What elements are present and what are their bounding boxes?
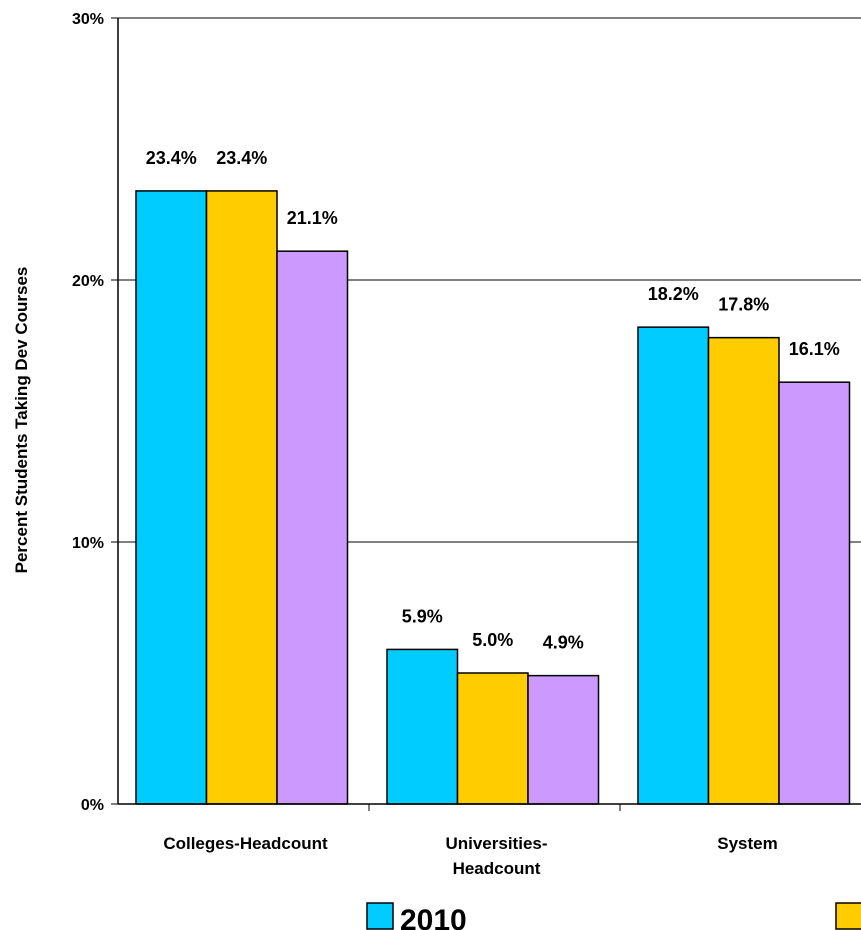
bar — [456, 672, 529, 805]
data-label: 5.9% — [402, 606, 443, 626]
bar — [527, 674, 600, 805]
y-tick-label: 0% — [81, 797, 104, 814]
legend-swatch — [835, 902, 861, 930]
x-category-label: Headcount — [453, 859, 541, 878]
data-label: 17.8% — [718, 295, 769, 315]
legend-swatch — [366, 902, 394, 930]
bar — [276, 250, 349, 805]
data-label: 18.2% — [648, 284, 699, 304]
data-labels: 23.4% 23.4% 21.1% 5.9% 5.0% 4.9% 18.2% 17.8% 16.… — [146, 148, 840, 653]
data-label: 23.4% — [216, 148, 267, 168]
bar — [386, 648, 459, 805]
y-tick-label: 20% — [72, 273, 104, 290]
bar — [135, 190, 208, 805]
y-axis-title: Percent Students Taking Dev Courses — [12, 267, 31, 574]
axes — [111, 17, 861, 811]
x-category-label: Colleges-Headcount — [163, 834, 328, 853]
data-label: 21.1% — [287, 208, 338, 228]
bar — [707, 336, 780, 805]
tick-labels: 0% 10% 20% 30% Colleges-Headcount Universitie… — [72, 11, 778, 878]
y-tick-label: 10% — [72, 535, 104, 552]
bar — [778, 381, 851, 805]
y-tick-label: 30% — [72, 11, 104, 28]
data-label: 16.1% — [789, 339, 840, 359]
data-label: 4.9% — [543, 633, 584, 653]
legend-label: 2010 — [400, 904, 467, 930]
legend: 2010 — [366, 902, 861, 930]
x-category-label: Universities- — [445, 834, 547, 853]
data-label: 23.4% — [146, 148, 197, 168]
bar — [205, 190, 278, 805]
bar — [637, 326, 710, 805]
data-label: 5.0% — [472, 630, 513, 650]
bars — [135, 190, 851, 805]
x-category-label: System — [717, 834, 777, 853]
